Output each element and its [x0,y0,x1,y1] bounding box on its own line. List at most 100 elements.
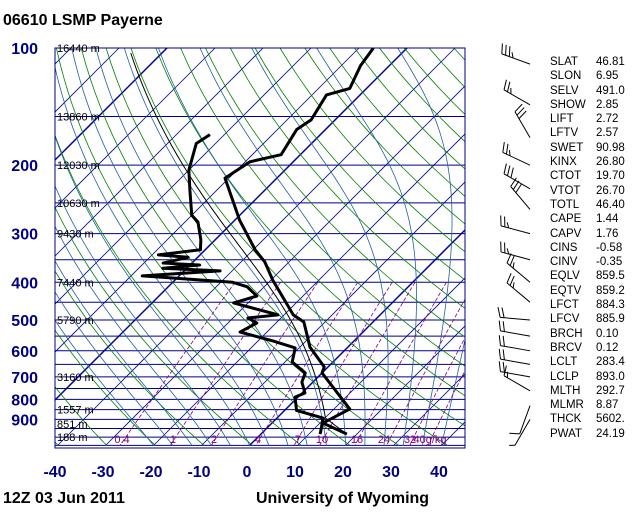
index-value: 491.0 [596,84,625,97]
wind-barb-flag [501,43,503,54]
wind-barb-staff [500,371,531,378]
pressure-tick-label: 200 [11,158,38,175]
moist-adiabat [397,48,453,446]
mixing-ratio-label: 40g/kg [413,434,446,446]
index-row: CAPE 1.44 [550,212,625,226]
wind-barb-staff [506,262,531,283]
index-row: SLAT 46.81 [550,55,625,69]
index-row: LFTV 2.57 [550,126,625,140]
wind-barb [498,361,531,378]
index-row: LIFT 2.72 [550,112,625,126]
height-label: 7440 m [57,277,94,289]
index-value: 26.80 [596,156,625,169]
wind-barb [509,419,531,446]
index-value: 1.76 [596,227,619,240]
dry-adiabat [205,48,465,338]
mixing-ratio-label: 2 [211,434,217,446]
observation-time: 12Z 03 Jun 2011 [3,490,125,507]
mixing-ratio-label: 4 [255,434,261,446]
sounding-indices: SLAT 46.81 SLON 6.95 SELV 491.0 SHOW 2.85 LIFT 2.… [550,55,625,441]
wind-barb [497,307,531,321]
pressure-tick-label: 700 [11,370,38,387]
wind-barb [498,320,531,337]
index-row: CINV -0.35 [550,255,625,269]
pressure-tick-label: 300 [11,227,38,244]
index-name: MLMR [550,399,584,412]
wind-barb-staff [514,111,531,138]
pressure-tick-label: 500 [11,313,38,330]
wind-barb-flag [503,163,507,174]
index-value: -0.35 [596,256,623,269]
wind-barb-flag [505,143,509,155]
wind-barb-flag [505,44,507,56]
index-value: 2.85 [596,98,619,111]
index-name: SLAT [550,56,578,68]
index-row: SLON 6.95 [550,69,625,83]
index-value: 26.70 [596,184,625,197]
pressure-tick-label: 100 [11,41,38,58]
index-name: LFCV [550,313,580,326]
wind-barb-flag [498,348,501,360]
index-name: EQLV [550,270,580,283]
index-row: EQLV 859.5 [550,269,625,283]
index-name: VTOT [550,184,581,197]
mixing-ratio-line [354,282,447,446]
dry-adiabat [55,329,156,446]
wind-barb-flag [502,142,505,153]
wind-barb [503,79,531,106]
index-value: 283.4 [596,356,625,369]
dry-adiabat [55,386,107,446]
moist-adiabat [55,65,270,446]
wind-barb-flag [498,335,501,346]
temperature-tick-label: -40 [43,464,66,481]
index-value: 24.19 [596,427,625,440]
index-name: CTOT [550,170,582,183]
wind-barb-flag [506,165,511,176]
height-label: 188 m [57,432,88,444]
index-row: TOTL 46.40 [550,198,625,212]
wind-barb-flag [516,107,525,116]
wind-barb-flag [511,52,514,59]
wind-barb-flag [509,275,515,286]
moist-adiabat [158,48,347,446]
index-name: PWAT [550,427,582,440]
wind-barb-flag [498,361,501,372]
wind-barb-flag [512,262,515,269]
moist-adiabat [123,48,327,446]
wind-barb-staff [506,282,531,303]
wind-barb-staff [503,375,531,392]
index-name: TOTL [550,198,580,211]
wind-barb [500,241,531,261]
index-value: -0.58 [596,241,623,254]
index-name: LIFT [550,113,574,126]
wind-barb-flag [497,307,501,318]
index-value: 292.7 [596,384,625,397]
station-title: 06610 LSMP Payerne [3,12,163,29]
pressure-tick-label: 900 [11,412,38,429]
index-row: LFCV 885.9 [550,312,625,326]
isotherm [153,133,465,446]
moist-adiabat [55,184,231,446]
index-row: THCK 5602. [550,412,625,426]
dry-adiabat [229,48,465,309]
wind-barb-staff [519,405,531,435]
index-name: BRCH [550,327,583,340]
index-value: 19.70 [596,170,625,183]
dewpoint-profile [140,133,325,435]
height-label: 1557 m [57,405,94,417]
pressure-tick-label: 400 [11,275,38,292]
index-value: 859.2 [596,284,625,297]
mixing-ratio-line [255,282,359,446]
index-value: 6.95 [596,70,619,83]
wind-barb-staff [510,186,531,210]
index-value: 0.10 [596,327,619,340]
temperature-tick-label: -30 [91,464,114,481]
index-row: MLTH 292.7 [550,384,625,398]
wind-barb-staff [502,152,531,166]
wind-barb-flag [512,180,520,190]
isotherm [55,48,216,209]
dry-adiabat [279,48,465,253]
index-value: 90.98 [596,141,625,154]
height-label: 10630 m [57,198,100,210]
index-name: LCLP [550,370,579,383]
